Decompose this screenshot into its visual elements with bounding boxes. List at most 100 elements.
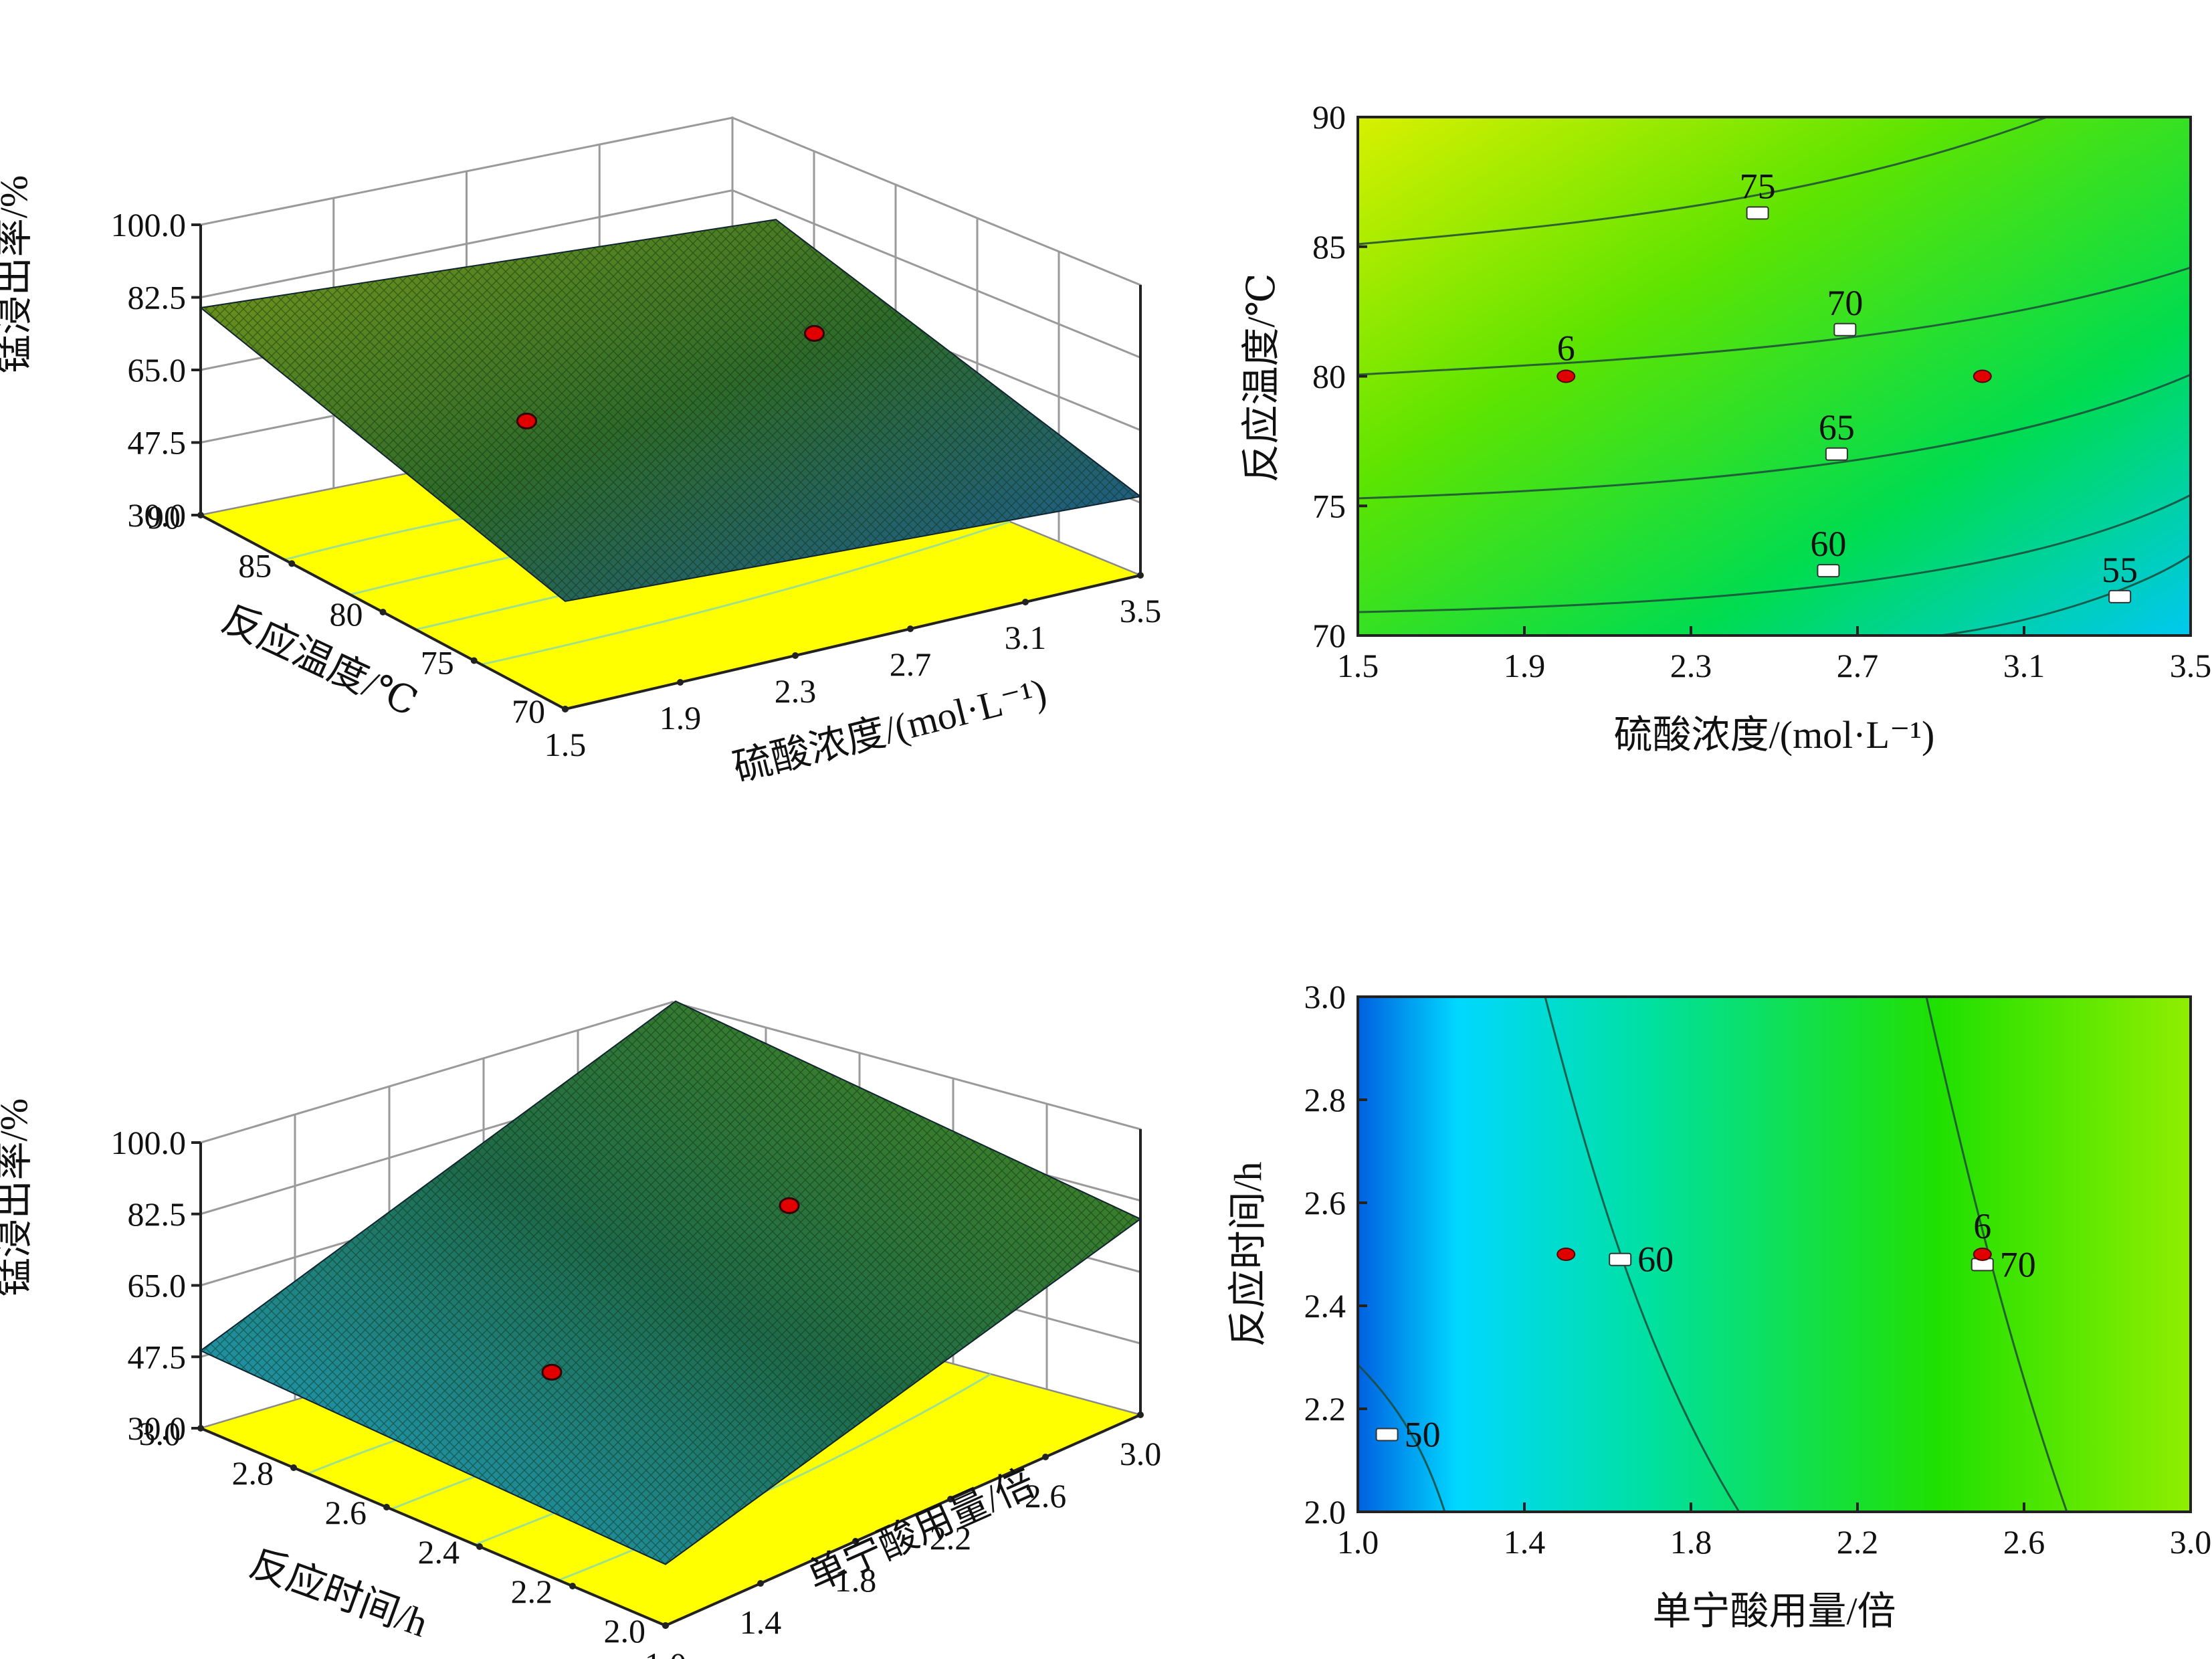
contour-label-box (1375, 1428, 1399, 1442)
y-tick-label: 2.6 (1304, 1184, 1346, 1222)
x-tick-label: 2.2 (1837, 1523, 1879, 1561)
z-tick-label: 47.5 (128, 1338, 187, 1375)
z-tick-label: 30.0 (128, 496, 187, 534)
contour-label-box (1833, 322, 1857, 336)
x-tick-label: 1.0 (645, 1646, 687, 1659)
design-point-label: 6 (1557, 328, 1575, 369)
y-axis-line (200, 1427, 666, 1627)
y-tick-label: 2.0 (1304, 1493, 1346, 1531)
x-tick-label: 1.4 (740, 1603, 782, 1641)
contour-line-60 (1357, 494, 2191, 613)
x-tick-label: 3.5 (2170, 647, 2212, 684)
x-tick-label: 2.7 (1837, 647, 1879, 684)
x-tick-label: 2.7 (890, 646, 932, 683)
x-tick-label: 1.5 (1337, 647, 1379, 684)
contour-line-70 (1357, 266, 2191, 376)
y-axis-label: 反应时间/h (1226, 1161, 1270, 1347)
z-tick-label: 100.0 (111, 206, 187, 243)
y-tick-label: 2.4 (418, 1533, 460, 1571)
y-tick-label: 70 (512, 692, 545, 730)
z-tick-label: 65.0 (128, 351, 187, 389)
x-tick-label: 1.4 (1504, 1523, 1546, 1561)
contour-label-box (1817, 564, 1840, 578)
x-tick-label: 2.6 (2003, 1523, 2045, 1561)
x-tick-label: 2.3 (1670, 647, 1712, 684)
y-tick-label: 75 (1312, 487, 1346, 524)
z-tick-label: 47.5 (128, 424, 187, 462)
y-tick-label: 90 (1312, 98, 1346, 136)
design-point-2 (1973, 369, 1992, 383)
design-point-2 (1973, 1248, 1992, 1261)
contour-line-65 (1357, 373, 2191, 500)
contour-panel-d: 50 60 706 1.0 1.4 1.8 2.2 2.6 3.0 2.0 2.2 2.4 2.6 2.8… (1226, 978, 2211, 1633)
x-tick-label: 1.0 (1337, 1523, 1379, 1561)
y-tick-label: 2.4 (1304, 1287, 1346, 1325)
contour-label-box (2108, 589, 2132, 603)
contour-label: 70 (1827, 283, 1863, 323)
z-tick-label: 82.5 (128, 279, 187, 316)
contour-label-box (1609, 1252, 1632, 1266)
surface-mesh (201, 1001, 1140, 1565)
y-tick-label: 2.2 (511, 1573, 553, 1610)
x-tick-label: 1.8 (1670, 1523, 1712, 1561)
z-tick-label: 65.0 (128, 1267, 187, 1304)
y-tick-label: 85 (1312, 228, 1346, 266)
y-tick-label: 85 (238, 547, 272, 585)
floor-contour-line (558, 1373, 991, 1581)
x-tick-label: 2.6 (1025, 1477, 1067, 1515)
contour-label: 60 (1810, 524, 1846, 564)
surface-mesh (201, 219, 1140, 601)
contour-label: 55 (2102, 550, 2138, 590)
wall-grid-line (200, 189, 1141, 359)
contour-label: 70 (2000, 1244, 2036, 1284)
z-tick-label: 82.5 (128, 1195, 187, 1233)
x-axis-line (665, 1413, 1141, 1627)
contour-line-70 (1925, 996, 2068, 1512)
contour-line-75 (1357, 116, 2047, 246)
x-tick-label: 2.3 (775, 672, 817, 710)
x-tick-label: 2.2 (930, 1519, 972, 1557)
surface-panel-a: 30.0 47.5 65.0 82.5 100.0 1.5 1.9 2.3 2.7 3.1 3.5 7… (0, 116, 1162, 790)
design-point-1 (541, 1363, 563, 1381)
y-tick-label: 2.8 (1304, 1081, 1346, 1118)
y-tick-label: 90 (147, 498, 181, 536)
z-axis-label: 锰浸出率/% (0, 175, 35, 373)
x-tick-label: 1.8 (835, 1561, 877, 1599)
x-tick-label: 1.9 (1504, 647, 1546, 684)
contour-label-box (1825, 447, 1848, 461)
contour-label: 75 (1740, 166, 1776, 206)
x-tick-label: 3.5 (1120, 592, 1162, 629)
contour-label: 60 (1637, 1240, 1674, 1280)
x-axis-label: 硫酸浓度/(mol·L⁻¹) (1614, 713, 1935, 757)
z-tick-label: 100.0 (111, 1124, 187, 1161)
contour-label: 65 (1819, 407, 1855, 448)
x-tick-label: 3.0 (1120, 1435, 1162, 1472)
contour-fill (1358, 117, 2191, 636)
contour-line-50 (1356, 1363, 1446, 1512)
y-tick-label: 2.2 (1304, 1390, 1346, 1428)
y-axis-line (200, 514, 566, 710)
design-point-label: 6 (1973, 1206, 1991, 1246)
floor-contour-line (481, 520, 1011, 666)
contour-panel-b: 55 60 65 70 75 6 1.5 1.9 2.3 2.7 3.1 3.5 70 75 80 85 90 硫… (1239, 98, 2211, 757)
contour-line-60 (1544, 996, 1740, 1512)
y-tick-label: 2.0 (604, 1612, 646, 1650)
y-tick-label: 2.8 (232, 1454, 274, 1492)
contour-label-box (1746, 206, 1769, 220)
x-tick-label: 3.0 (2170, 1523, 2212, 1561)
y-tick-label: 2.6 (325, 1494, 367, 1531)
x-axis-label: 单宁酸用量/倍 (1652, 1589, 1896, 1633)
x-tick-label: 3.1 (1005, 619, 1047, 656)
contour-line-55 (1939, 554, 2191, 637)
y-tick-label: 75 (421, 644, 454, 682)
y-tick-label: 3.0 (139, 1415, 181, 1452)
x-tick-label: 1.9 (660, 699, 702, 737)
design-point-1 (1556, 1248, 1576, 1261)
z-axis-label: 锰浸出率/% (0, 1098, 35, 1296)
x-tick-label: 3.1 (2003, 647, 2045, 684)
x-tick-label: 1.5 (544, 726, 587, 763)
contour-fill (1358, 997, 2191, 1512)
y-axis-label: 反应温度/℃ (1239, 274, 1283, 483)
y-tick-label: 80 (330, 595, 363, 633)
